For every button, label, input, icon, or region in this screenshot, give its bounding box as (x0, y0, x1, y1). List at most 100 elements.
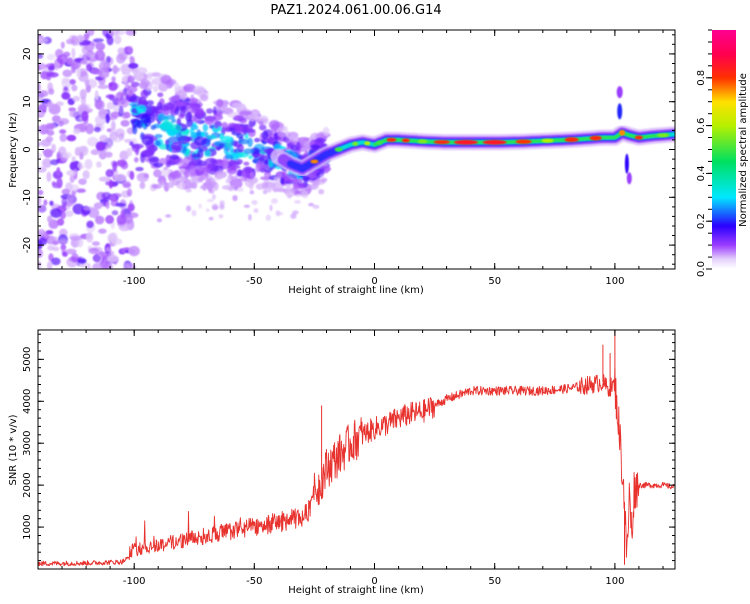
spectrogram-cell-404 (75, 148, 80, 156)
spectrogram-cell-1080 (269, 204, 273, 212)
spectrogram-cell-26 (62, 69, 73, 78)
spectrogram-hotspot-4 (376, 140, 383, 145)
spectrogram-xtick-label: 50 (488, 276, 501, 287)
spectrogram-cell-9 (38, 195, 42, 206)
spectrogram-cell-270 (104, 151, 113, 158)
snr-ytick-label: 3000 (22, 430, 33, 455)
spectrogram-cell-1034 (131, 143, 144, 149)
spectrogram-cell-354 (118, 223, 131, 232)
spectrogram-cell-1078 (177, 162, 183, 167)
spectrogram-cell-370 (127, 45, 133, 54)
spectrogram-cell-902 (277, 130, 285, 138)
spectrogram-cell-167 (61, 188, 71, 195)
spectrogram-cell-1077 (233, 187, 238, 191)
spectrogram-cell-401 (105, 169, 114, 178)
spectrogram-cell-347 (57, 120, 64, 127)
spectrogram-cell-213 (38, 83, 41, 92)
spectrogram-cell-865 (155, 140, 162, 146)
spectrogram-cell-358 (105, 113, 110, 124)
spectrogram-cell-698 (206, 108, 213, 114)
spectrogram-cell-382 (80, 96, 87, 105)
spectrogram-cell-967 (199, 185, 207, 190)
spectrogram-cell-1018 (243, 161, 250, 166)
spectrogram-cell-239 (82, 170, 90, 180)
spectrogram-cell-181 (77, 161, 84, 170)
spectrogram-cell-376 (114, 128, 125, 138)
spectrogram-cell-1073 (292, 185, 298, 190)
spectrogram-cell-933 (162, 105, 170, 116)
spectrogram-heatmap (38, 30, 675, 269)
spectrogram-cell-276 (47, 82, 54, 93)
spectrogram-hotspot-17 (657, 133, 669, 138)
figure-title: PAZ1.2024.061.00.06.G14 (270, 3, 441, 18)
spectrogram-cell-356 (47, 245, 55, 251)
spectrogram-cell-236 (52, 240, 60, 245)
spectrogram-cell-389 (106, 35, 114, 46)
snr-frame (37, 329, 676, 570)
spectrogram-cell-690 (204, 115, 215, 125)
spectrogram-xtick-label: -100 (123, 276, 146, 287)
spectrogram-cell-1116 (212, 205, 219, 211)
spectrogram-cell-333 (38, 37, 48, 43)
spectrogram-cell-961 (170, 141, 183, 151)
spectrogram-cell-418 (88, 247, 100, 255)
spectrogram-spread-2 (624, 153, 629, 174)
spectrogram-cell-274 (56, 167, 61, 176)
spectrogram-cell-965 (142, 149, 155, 158)
spectrogram-cell-108 (78, 122, 87, 133)
spectrogram-cell-558 (221, 122, 228, 128)
spectrogram-hotspot-6 (401, 138, 410, 143)
spectrogram-cell-1033 (169, 154, 180, 160)
colorbar-tick-label: 0.8 (696, 70, 707, 86)
spectrogram-hotspot-3 (364, 141, 371, 146)
spectrogram-cell-327 (105, 56, 111, 63)
spectrogram-cell-1114 (185, 205, 192, 212)
spectrogram-cell-959 (266, 185, 273, 193)
spectrogram-ylabel: Frequency (Hz) (8, 112, 19, 188)
spectrogram-cell-28 (78, 178, 87, 185)
spectrogram-cell-936 (143, 173, 149, 179)
spectrogram-cell-410 (80, 59, 88, 65)
spectrogram-cell-100 (38, 152, 43, 159)
snr-xtick-label: 100 (605, 576, 624, 587)
spectrogram-cell-417 (84, 79, 90, 87)
spectrogram-cell-348 (95, 141, 107, 152)
spectrogram-cell-287 (91, 241, 100, 247)
spectrogram-cell-920 (260, 176, 272, 181)
spectrogram-hotspot-10 (482, 139, 507, 145)
spectrogram-cell-1125 (228, 186, 234, 192)
spectrogram-cell-59 (79, 151, 84, 160)
spectrogram-cell-925 (255, 162, 261, 173)
spectrogram-cell-1025 (310, 144, 320, 150)
spectrogram-cell-103 (99, 134, 108, 143)
spectrogram-cell-132 (93, 126, 102, 133)
spectrogram-cell-831 (273, 132, 279, 140)
spectrogram-cell-1051 (234, 124, 240, 132)
spectrogram-cell-771 (157, 113, 166, 122)
spectrogram-cell-407 (38, 90, 49, 97)
spectrogram-cell-2 (88, 208, 100, 219)
spectrogram-cell-298 (60, 41, 65, 49)
spectrogram-cell-480 (247, 137, 253, 148)
spectrogram-cell-387 (92, 38, 104, 43)
spectrogram-cell-598 (140, 89, 149, 100)
spectrogram-cell-319 (65, 210, 74, 217)
spectrogram-cell-384 (122, 180, 131, 187)
spectrogram-cell-362 (94, 115, 106, 126)
spectrogram-cell-1109 (318, 189, 325, 195)
spectrogram-cell-341 (69, 235, 82, 241)
spectrogram-cell-296 (71, 84, 78, 92)
spectrogram-cell-646 (174, 82, 180, 93)
spectrogram-cell-265 (115, 202, 126, 207)
spectrogram-cell-956 (243, 148, 255, 155)
spectrogram-cell-182 (47, 215, 53, 223)
spectrogram-cell-91 (84, 159, 93, 170)
spectrogram-cell-955 (199, 94, 209, 102)
spectrogram-cell-357 (60, 243, 67, 252)
spectrogram-cell-272 (46, 72, 59, 78)
spectrogram-cell-112 (38, 248, 43, 258)
spectrogram-cell-406 (123, 263, 131, 269)
spectrogram-cell-280 (114, 35, 122, 45)
snr-ytick-label: 1000 (22, 514, 33, 539)
spectrogram-cell-949 (202, 123, 209, 132)
